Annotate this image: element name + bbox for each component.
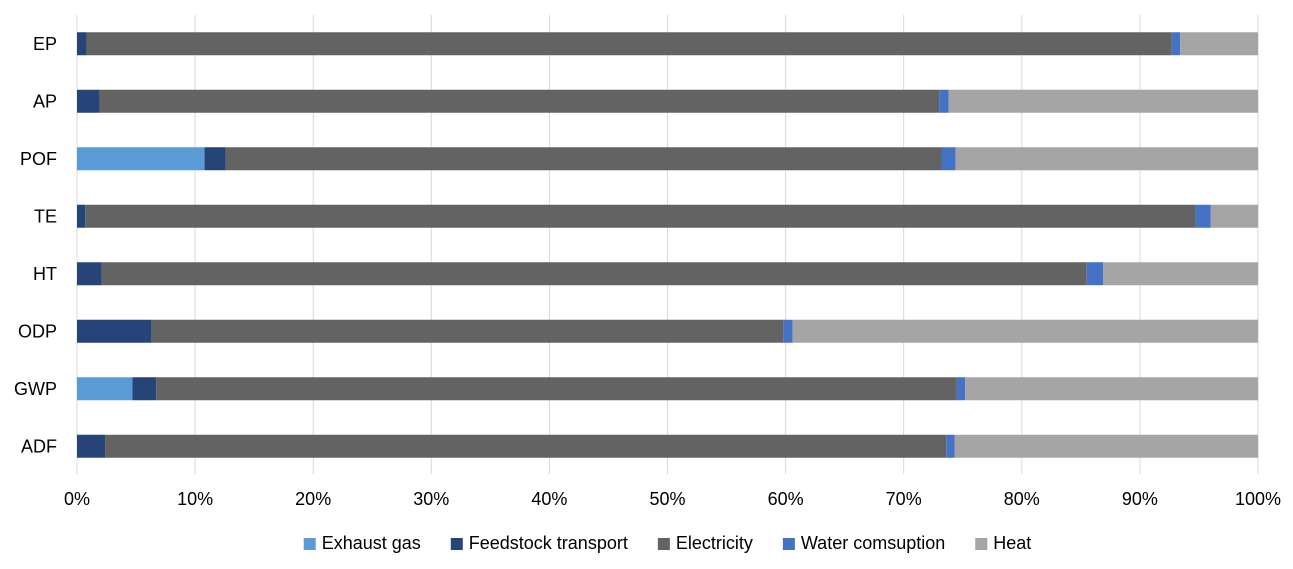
bar-segment-ht-3 [1086, 262, 1104, 286]
bar-segment-te-4 [1210, 204, 1258, 228]
bar-segment-pof-1 [204, 147, 226, 171]
bar-segment-pof-0 [77, 147, 205, 171]
x-tick-label: 70% [886, 489, 922, 509]
x-tick-label: 60% [768, 489, 804, 509]
category-label: EP [33, 34, 57, 54]
category-label: ADF [21, 436, 57, 456]
x-tick-label: 100% [1235, 489, 1281, 509]
legend-label: Feedstock transport [469, 533, 628, 553]
bar-segment-ht-1 [77, 262, 102, 286]
legend-label: Heat [993, 533, 1031, 553]
legend-swatch [303, 538, 316, 550]
bar-series [77, 32, 1258, 458]
x-tick-label: 10% [177, 489, 213, 509]
category-label: ODP [18, 321, 57, 341]
x-tick-label: 20% [295, 489, 331, 509]
bar-segment-odp-2 [151, 319, 784, 343]
bar-segment-te-3 [1195, 204, 1211, 228]
legend-label: Exhaust gas [322, 533, 421, 553]
bar-segment-gwp-0 [77, 377, 133, 401]
x-tick-label: 40% [531, 489, 567, 509]
bar-segment-odp-4 [792, 319, 1258, 343]
bar-segment-adf-3 [946, 434, 955, 458]
legend-swatch [975, 538, 988, 550]
bar-segment-adf-2 [105, 434, 947, 458]
bar-segment-gwp-4 [965, 377, 1258, 401]
legend: Exhaust gas Feedstock transport Electricit… [303, 533, 1031, 553]
x-tick-label: 90% [1122, 489, 1158, 509]
bar-segment-gwp-2 [156, 377, 957, 401]
category-label: GWP [14, 379, 57, 399]
category-label: AP [33, 91, 57, 111]
bar-segment-ep-1 [77, 32, 87, 56]
bar-segment-ap-2 [99, 89, 940, 113]
legend-swatch [450, 538, 463, 550]
bar-segment-gwp-3 [956, 377, 966, 401]
bar-segment-ap-1 [77, 89, 100, 113]
legend-label: Water comsuption [801, 533, 945, 553]
x-tick-label: 0% [64, 489, 90, 509]
category-labels: EP AP POF TE HT ODP GWP ADF [14, 34, 57, 457]
legend-label: Electricity [676, 533, 753, 553]
legend-swatch [782, 538, 795, 550]
category-label: TE [34, 206, 57, 226]
x-tick-label: 50% [649, 489, 685, 509]
bar-segment-te-1 [77, 204, 86, 228]
bar-segment-pof-4 [955, 147, 1258, 171]
grid-lines [76, 15, 1259, 474]
bar-segment-adf-4 [954, 434, 1258, 458]
bar-segment-gwp-1 [132, 377, 157, 401]
category-label: POF [20, 149, 57, 169]
bar-segment-ep-3 [1171, 32, 1181, 56]
bar-segment-ap-3 [939, 89, 949, 113]
bar-segment-adf-1 [77, 434, 106, 458]
category-label: HT [33, 264, 57, 284]
bar-segment-odp-1 [77, 319, 152, 343]
bar-segment-ep-4 [1180, 32, 1258, 56]
legend-swatch [657, 538, 670, 550]
bar-segment-ap-4 [948, 89, 1258, 113]
bar-segment-te-2 [85, 204, 1196, 228]
bar-segment-ht-2 [101, 262, 1087, 286]
bar-segment-ep-2 [86, 32, 1172, 56]
x-tick-label: 30% [413, 489, 449, 509]
x-tick-label: 80% [1004, 489, 1040, 509]
bar-segment-ht-4 [1103, 262, 1258, 286]
bar-segment-pof-3 [941, 147, 956, 171]
bar-segment-odp-3 [783, 319, 793, 343]
bar-segment-pof-2 [225, 147, 942, 171]
x-tick-labels: 0% 10% 20% 30% 40% 50% 60% 70% 80% 90% 100% [64, 489, 1281, 509]
